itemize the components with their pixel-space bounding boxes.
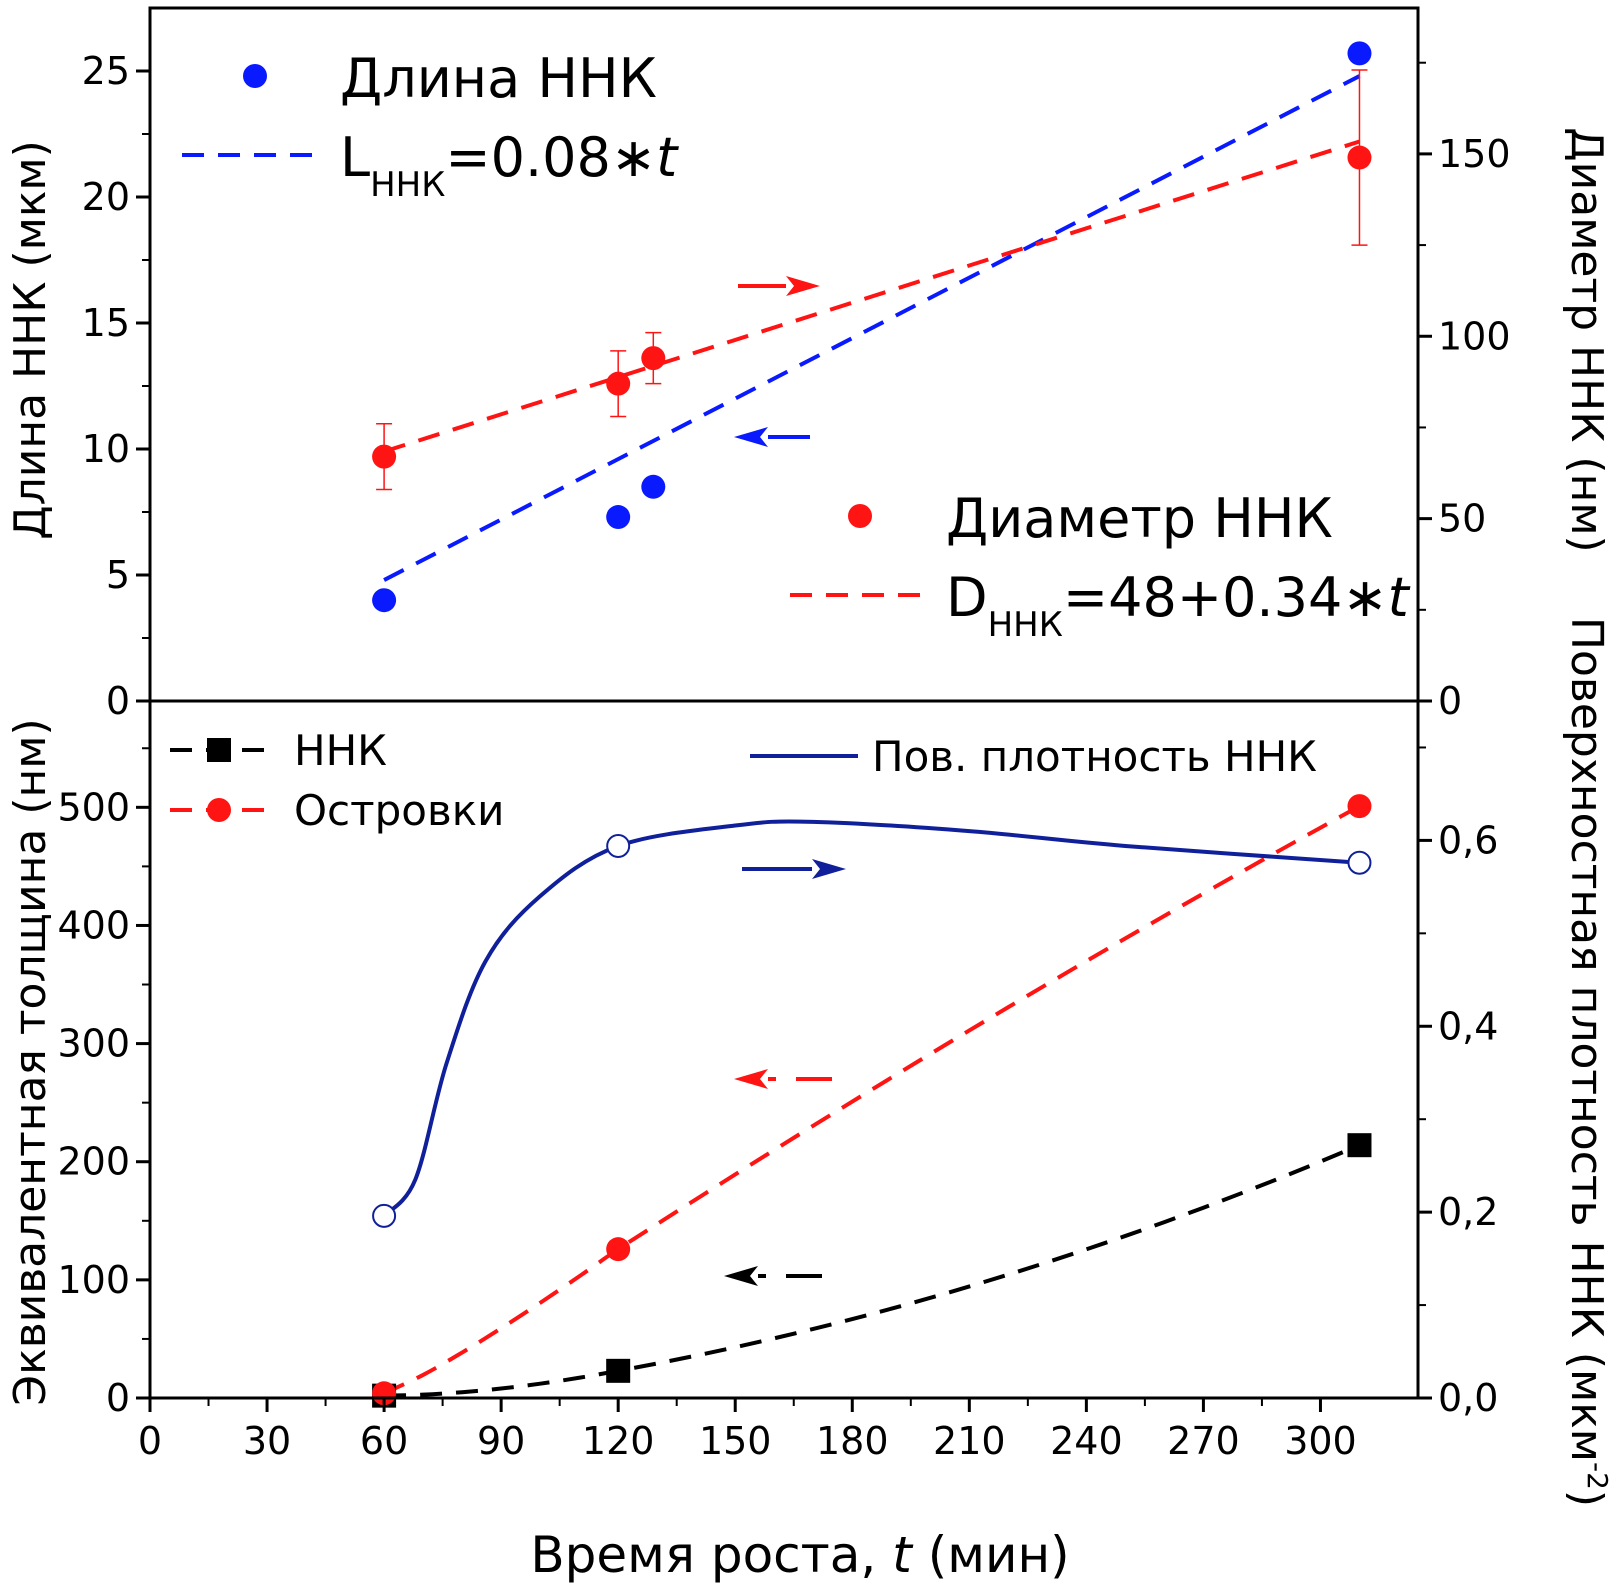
top-right-y-tick-label: 150 <box>1438 132 1511 176</box>
top-left-y-tick-label: 5 <box>106 553 130 597</box>
x-axis-title-unit: (мин) <box>912 1526 1070 1584</box>
x-tick-label: 90 <box>477 1419 525 1463</box>
data-point-diameter <box>606 371 631 396</box>
bottom-right-axis-title-sup: -2 <box>1582 1462 1615 1490</box>
x-tick-label: 0 <box>138 1419 162 1463</box>
top-left-axis-title: Длина ННК (мкм) <box>5 140 56 540</box>
legend-fit-text-part: L <box>340 126 370 189</box>
data-point-density <box>606 833 631 858</box>
legend-marker-islands <box>207 798 231 822</box>
bottom-plot-frame <box>148 699 1420 1400</box>
legend-fit-text-part: ННК <box>988 605 1063 645</box>
legend-fit-text-part: ННК <box>370 165 445 205</box>
bottom-left-y-tick-label: 300 <box>57 1022 130 1066</box>
arrow-nanowires-left-head <box>724 1266 758 1286</box>
legend-label-nanowires: ННК <box>294 726 387 775</box>
data-point-diameter <box>641 346 666 371</box>
legend-label-density: Пов. плотность ННК <box>872 732 1317 781</box>
data-point-nanowires <box>1347 1133 1372 1158</box>
x-tick-label: 150 <box>699 1419 772 1463</box>
bottom-right-y-tick-label: 0,2 <box>1438 1190 1498 1234</box>
arrow-islands-left-head <box>734 1069 768 1089</box>
x-tick-label: 300 <box>1284 1419 1357 1463</box>
x-axis-title-main: Время роста, <box>530 1526 892 1584</box>
data-point-diameter <box>372 444 397 469</box>
data-point-length <box>372 588 397 613</box>
series-line-islands <box>383 804 1361 1396</box>
top-right-axis-title: Диаметр ННК (нм) <box>1561 127 1612 552</box>
legend-fit-text-part: t <box>1388 566 1411 629</box>
data-point-diameter <box>1347 145 1372 170</box>
series-line-density <box>382 819 1360 1218</box>
arrow-density-right-head <box>812 859 846 879</box>
x-tick-label: 180 <box>816 1419 889 1463</box>
data-point-length <box>1347 41 1372 66</box>
legend-fit-label-diameter: DННК=48+0.34∗t <box>946 566 1411 645</box>
legend-marker-diameter <box>848 504 872 528</box>
data-point-islands <box>1347 794 1372 819</box>
legend-fit-text-part: t <box>656 126 679 189</box>
bottom-panel: ННК Островки Пов. плотность ННК <box>170 726 1372 1408</box>
bottom-right-axis-title-main: Поверхностная плотность ННК (мкм <box>1561 617 1612 1462</box>
arrow-diameter-right-head <box>786 276 820 296</box>
arrow-length-left-head <box>734 427 768 447</box>
top-right-y-tick-label: 0 <box>1438 679 1462 723</box>
legend-label-islands: Островки <box>294 786 504 835</box>
x-tick-label: 30 <box>243 1419 291 1463</box>
bottom-right-axis-title-end: ) <box>1561 1490 1612 1507</box>
x-tick-label: 240 <box>1050 1419 1123 1463</box>
data-point-density <box>372 1203 397 1228</box>
bottom-right-y-tick-label: 0,4 <box>1438 1004 1498 1048</box>
top-left-y-tick-label: 25 <box>82 49 130 93</box>
axes: 0 30 60 90 120 150 180 210 240 270 300 0 5 10 15 20 25 0 5… <box>57 6 1511 1463</box>
legend-fit-text-part: =48+0.34∗ <box>1063 566 1388 629</box>
x-tick-label: 120 <box>582 1419 655 1463</box>
x-tick-label: 210 <box>933 1419 1006 1463</box>
data-point-nanowires <box>606 1358 631 1383</box>
legend-fit-text-part: D <box>946 566 988 629</box>
fit-line-diameter <box>383 139 1361 454</box>
top-right-y-tick-label: 100 <box>1438 314 1511 358</box>
legend-marker-length <box>243 64 267 88</box>
legend-marker-nanowires <box>207 738 231 762</box>
top-right-y-tick-label: 50 <box>1438 497 1486 541</box>
top-left-y-tick-label: 0 <box>106 679 130 723</box>
x-axis-title-var: t <box>892 1526 914 1584</box>
bottom-right-y-tick-label: 0,0 <box>1438 1376 1498 1420</box>
legend-label-length: Длина ННК <box>340 47 657 110</box>
bottom-left-y-tick-label: 0 <box>106 1376 130 1420</box>
legend-label-diameter: Диаметр ННК <box>946 487 1333 550</box>
top-left-y-tick-label: 10 <box>82 427 130 471</box>
data-point-density <box>1347 850 1372 875</box>
data-point-length <box>606 505 631 530</box>
bottom-left-axis-title: Эквивалентная толщина (нм) <box>5 718 56 1405</box>
x-tick-label: 60 <box>360 1419 408 1463</box>
top-left-y-tick-label: 20 <box>82 175 130 219</box>
bottom-left-y-tick-label: 400 <box>57 903 130 947</box>
fit-line-length <box>383 74 1361 582</box>
data-point-islands <box>606 1237 631 1262</box>
data-point-length <box>641 474 666 499</box>
bottom-left-y-tick-label: 200 <box>57 1140 130 1184</box>
top-left-y-tick-label: 15 <box>82 301 130 345</box>
x-tick-label: 270 <box>1167 1419 1240 1463</box>
legend-fit-text-part: =0.08∗ <box>445 126 656 189</box>
series-line-nanowires <box>384 1143 1361 1398</box>
bottom-left-y-tick-label: 500 <box>57 785 130 829</box>
bottom-right-y-tick-label: 0,6 <box>1438 818 1498 862</box>
bottom-right-axis-title: Поверхностная плотность ННК (мкм-2) <box>1561 617 1615 1507</box>
bottom-left-y-tick-label: 100 <box>57 1258 130 1302</box>
legend-fit-label-length: LННК=0.08∗t <box>340 126 679 205</box>
x-axis-title: Время роста, t (мин) <box>530 1526 1069 1584</box>
